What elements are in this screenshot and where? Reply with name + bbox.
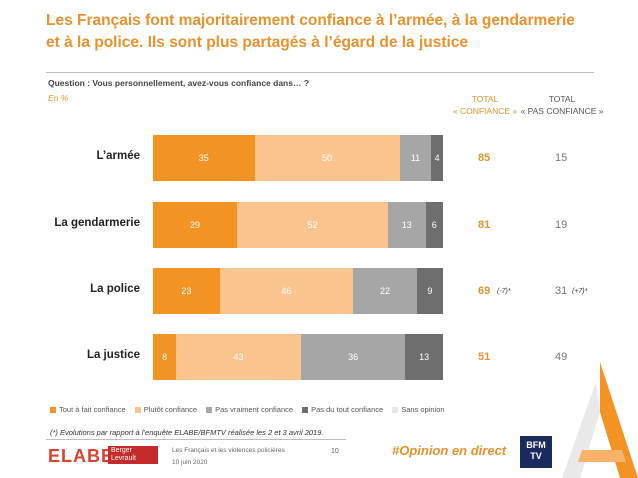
total-pas-confiance-value: 31 [555,285,568,297]
total-confiance-value: 81 [478,219,491,231]
page-title: Les Français font majoritairement confia… [46,12,575,51]
bar-segment: 43 [176,334,301,380]
bar-segment: 9 [416,268,443,314]
legend-item: Sans opinion [392,405,445,414]
bar-segment: 46 [219,268,354,314]
bar-segment: 52 [237,202,388,248]
header-total-pas-confiance: TOTAL « PAS CONFIANCE » [520,93,604,117]
bar-segment: 50 [254,135,400,181]
legend-item: Pas vraiment confiance [206,405,293,414]
category-label: La gendarmerie [54,217,140,229]
bar-segment: 13 [405,334,443,380]
total-confiance-value: 51 [478,351,491,363]
category-label: L’armée [96,150,140,162]
legend-label: Sans opinion [401,405,445,414]
header-total-confiance: TOTAL « CONFIANCE » [450,93,520,117]
legend-item: Pas du tout confiance [302,405,383,414]
hashtag: #Opinion en direct [392,443,507,458]
total-pas-confiance-value: 49 [555,351,568,363]
header-total-confiance-line1: TOTAL [471,94,499,104]
header-total-confiance-line2: « CONFIANCE » [452,106,518,116]
category-label: La justice [86,349,140,361]
bar-row: 29 52 13 6 [153,202,443,248]
footnote-divider [46,439,346,440]
legend-label: Pas vraiment confiance [215,405,294,414]
page-number: 10 [331,448,339,455]
legend-label: Tout à fait confiance [59,405,126,414]
total-confiance-value: 69 [478,285,491,297]
footer-study-title: Les Français et les violences policières [172,447,285,454]
bfmtv-logo: BFM TV [520,436,552,468]
bar-row: 35 50 11 4 [153,135,443,181]
berger-levrault-logo: Berger Levrault [108,446,158,464]
bar-segment: 23 [153,268,220,314]
bar-segment: 36 [300,334,406,380]
legend-swatch [50,406,56,413]
bar-row: 23 46 22 9 [153,268,443,314]
bar-segment: 22 [353,268,417,314]
title-divider [46,72,594,73]
bar-segment: 35 [153,135,255,181]
header-total-pas-confiance-line2: « PAS CONFIANCE » [520,106,604,116]
footer-study-info: Les Français et les violences policières… [172,445,285,469]
legend-label: Plutôt confiance [143,405,198,414]
total-confiance-value: 85 [478,152,491,164]
category-label: La police [90,283,140,295]
legend-swatch [302,406,309,413]
chart-legend: Tout à fait confiance Plutôt confiance Pas… [50,405,445,414]
bar-row: 8 43 36 13 [153,334,443,380]
footnote: (*) Evolutions par rapport à l’enquête E… [50,428,324,437]
legend-swatch [206,406,213,413]
legend-item: Tout à fait confiance [50,405,126,414]
bar-segment: 4 [431,135,443,181]
footer-date: 10 juin 2020 [172,459,208,466]
legend-label: Pas du tout confiance [311,405,384,414]
decorative-a-logo-icon [562,362,638,478]
elabe-logo: ELABE [48,446,115,466]
unit-label: En % [48,93,69,103]
bar-segment: 8 [153,334,177,380]
bar-segment: 11 [399,135,432,181]
bar-segment: 29 [153,202,238,248]
total-pas-confiance-value: 19 [555,219,568,231]
legend-swatch [134,406,141,413]
question-text: Question : Vous personnellement, avez-vo… [48,78,310,88]
bar-segment: 13 [387,202,426,248]
total-pas-confiance-value: 15 [555,152,568,164]
evolution-confiance: (-7)* [497,288,511,295]
legend-swatch [392,406,399,413]
legend-item: Plutôt confiance [134,405,198,414]
bar-segment: 6 [425,202,443,248]
evolution-pas-confiance: (+7)* [572,288,588,295]
header-total-pas-confiance-line1: TOTAL [548,94,576,104]
